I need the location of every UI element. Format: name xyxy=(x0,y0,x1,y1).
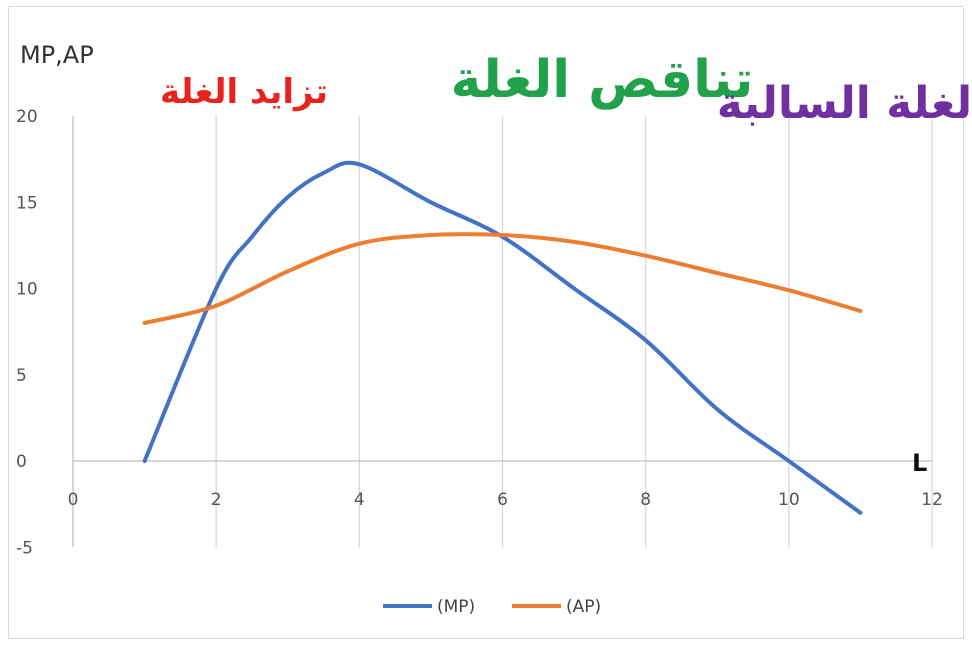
negative-returns-annotation: الغلة السالبة xyxy=(717,78,972,129)
legend-label-ap: (AP) xyxy=(566,597,601,617)
y-tick-label: 5 xyxy=(16,366,27,386)
legend-label-mp: (MP) xyxy=(437,597,475,617)
x-tick-label: 0 xyxy=(68,490,79,510)
x-tick-label: 4 xyxy=(354,490,365,510)
x-tick-label: 8 xyxy=(640,490,651,510)
increasing-returns-annotation: تزايد الغلة xyxy=(160,72,328,112)
x-tick-label: 10 xyxy=(778,490,800,510)
series-lines xyxy=(142,160,863,515)
x-tick-labels: 0 2 4 6 8 10 12 xyxy=(68,490,943,510)
series-line-mp xyxy=(142,160,863,515)
grid-lines xyxy=(215,116,933,548)
x-tick-label: 6 xyxy=(497,490,508,510)
y-axis-label: MP,AP xyxy=(20,41,94,69)
y-tick-label: 20 xyxy=(16,107,38,127)
x-axis-label: L xyxy=(912,449,927,477)
x-tick-label: 12 xyxy=(921,490,943,510)
chart-frame xyxy=(8,6,964,639)
legend: (MP) (AP) xyxy=(383,597,601,617)
y-tick-label: 0 xyxy=(16,452,27,472)
diminishing-returns-annotation: تناقص الغلة xyxy=(451,50,754,110)
y-tick-label: -5 xyxy=(16,538,33,558)
x-tick-label: 2 xyxy=(211,490,222,510)
series-line-ap xyxy=(142,232,863,325)
y-tick-label: 15 xyxy=(16,193,38,213)
y-tick-label: 10 xyxy=(16,280,38,300)
y-tick-labels: -5 0 5 10 15 20 xyxy=(16,107,38,558)
